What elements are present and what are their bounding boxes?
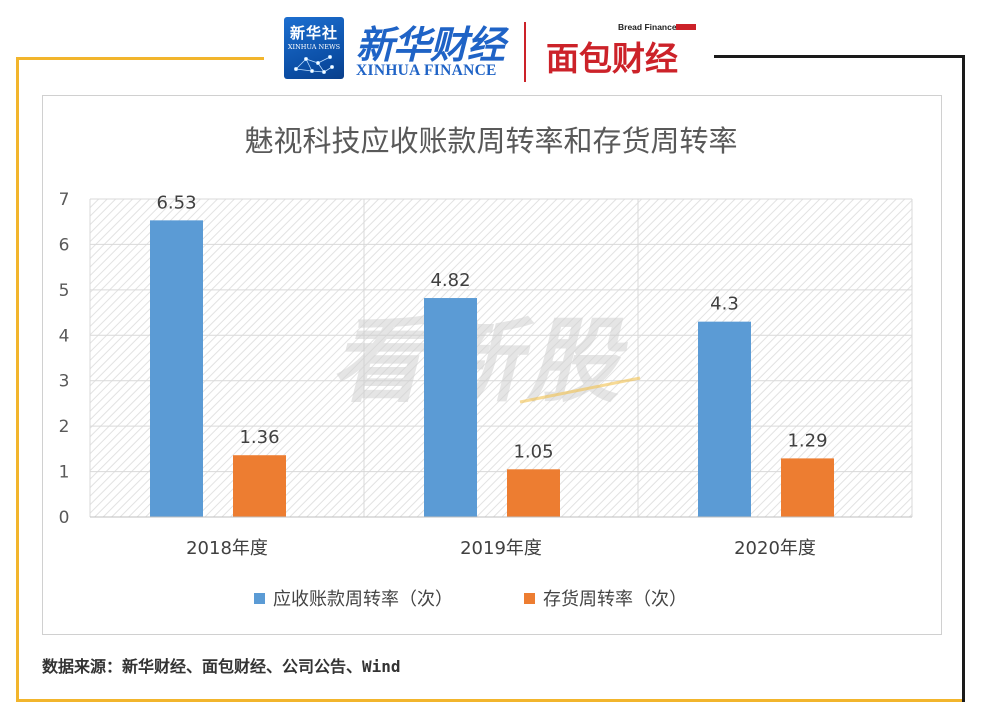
y-tick-label: 0 [59,508,70,528]
bar-inventory [507,469,560,517]
bar-receivables [150,220,203,517]
xinhua-news-logo-en: XINHUA NEWS [287,43,341,51]
data-label: 6.53 [156,192,196,213]
xinhua-news-logo: 新华社 XINHUA NEWS [284,17,344,79]
legend: 应收账款周转率（次） 存货周转率（次） [0,585,981,611]
bread-finance-logo-bar [676,24,696,30]
x-tick-label: 2020年度 [734,538,816,559]
xinhua-news-logo-cn: 新华社 [289,24,338,42]
y-tick-label: 1 [59,463,70,483]
legend-swatch-receivables [254,592,265,604]
bread-finance-logo-en: Bread Finance [618,22,677,32]
data-label: 1.29 [787,430,827,451]
x-axis: 2018年度 2019年度 2020年度 [90,516,912,559]
globe-network-icon [294,55,335,74]
y-axis: 0 1 2 3 4 5 6 7 [59,190,70,528]
source-note: 数据来源：新华财经、面包财经、公司公告、Wind [42,657,401,676]
bar-receivables [698,321,751,517]
watermark-text: 看新股 [331,308,628,415]
legend-item-inventory: 存货周转率（次） [524,585,687,611]
bar-inventory [781,458,834,517]
y-tick-label: 6 [59,235,70,255]
y-tick-label: 5 [59,281,70,301]
chart-title: 魅视科技应收账款周转率和存货周转率 [244,124,738,158]
watermark-accent [519,376,641,404]
x-tick-label: 2018年度 [186,538,268,559]
frame-left-line [16,57,19,702]
frame-top-left-line [16,57,264,60]
data-label: 1.36 [239,427,279,448]
xinhua-finance-logo-en: XINHUA FINANCE [356,62,497,79]
frame-top-right-line [714,55,964,58]
frame-bottom-line [16,699,964,702]
legend-swatch-inventory [524,592,535,604]
xinhua-finance-logo-cn: 新华财经 [356,22,505,67]
bars [150,220,834,517]
data-labels: 6.53 1.36 4.82 1.05 4.3 1.29 [156,192,827,462]
plot-area-background [90,199,912,517]
legend-label-receivables: 应收账款周转率（次） [273,589,453,610]
y-tick-label: 7 [59,190,70,210]
watermark: 看新股 [331,308,641,415]
frame-right-line [962,55,965,702]
bar-inventory [233,455,286,517]
bar-receivables [424,298,477,517]
logo-divider [524,22,526,82]
x-tick-label: 2019年度 [460,538,542,559]
y-tick-label: 2 [59,417,70,437]
bread-finance-logo-cn: 面包财经 [546,39,678,78]
data-label: 1.05 [513,441,553,462]
legend-label-inventory: 存货周转率（次） [543,589,687,610]
data-label: 4.82 [430,270,470,291]
data-label: 4.3 [710,294,739,315]
y-tick-label: 3 [59,372,70,392]
y-tick-label: 4 [59,326,70,346]
legend-item-receivables: 应收账款周转率（次） [254,585,453,611]
